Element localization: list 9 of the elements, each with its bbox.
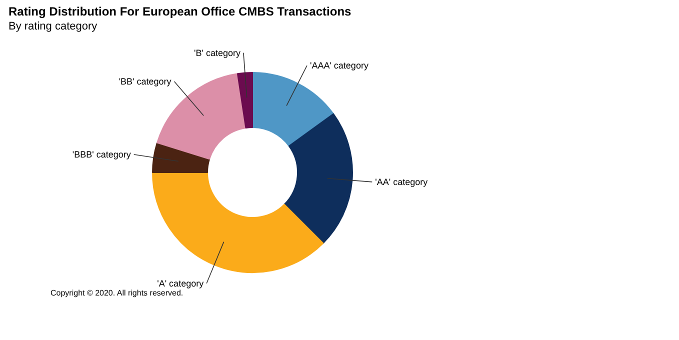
- slice-label: 'BBB' category: [72, 149, 132, 160]
- slice-label: 'A' category: [157, 278, 204, 288]
- slice-label: 'B' category: [194, 48, 241, 58]
- chart-subtitle: By rating category: [8, 20, 98, 32]
- slice-label: 'BB' category: [118, 76, 172, 86]
- slice-label: 'AA' category: [375, 176, 428, 187]
- chart-title: Rating Distribution For European Office CMBS Transactions: [8, 4, 352, 18]
- slice-label: 'AAA' category: [310, 60, 369, 71]
- text: Copyright © 2020. All rights reserved.: [50, 288, 184, 298]
